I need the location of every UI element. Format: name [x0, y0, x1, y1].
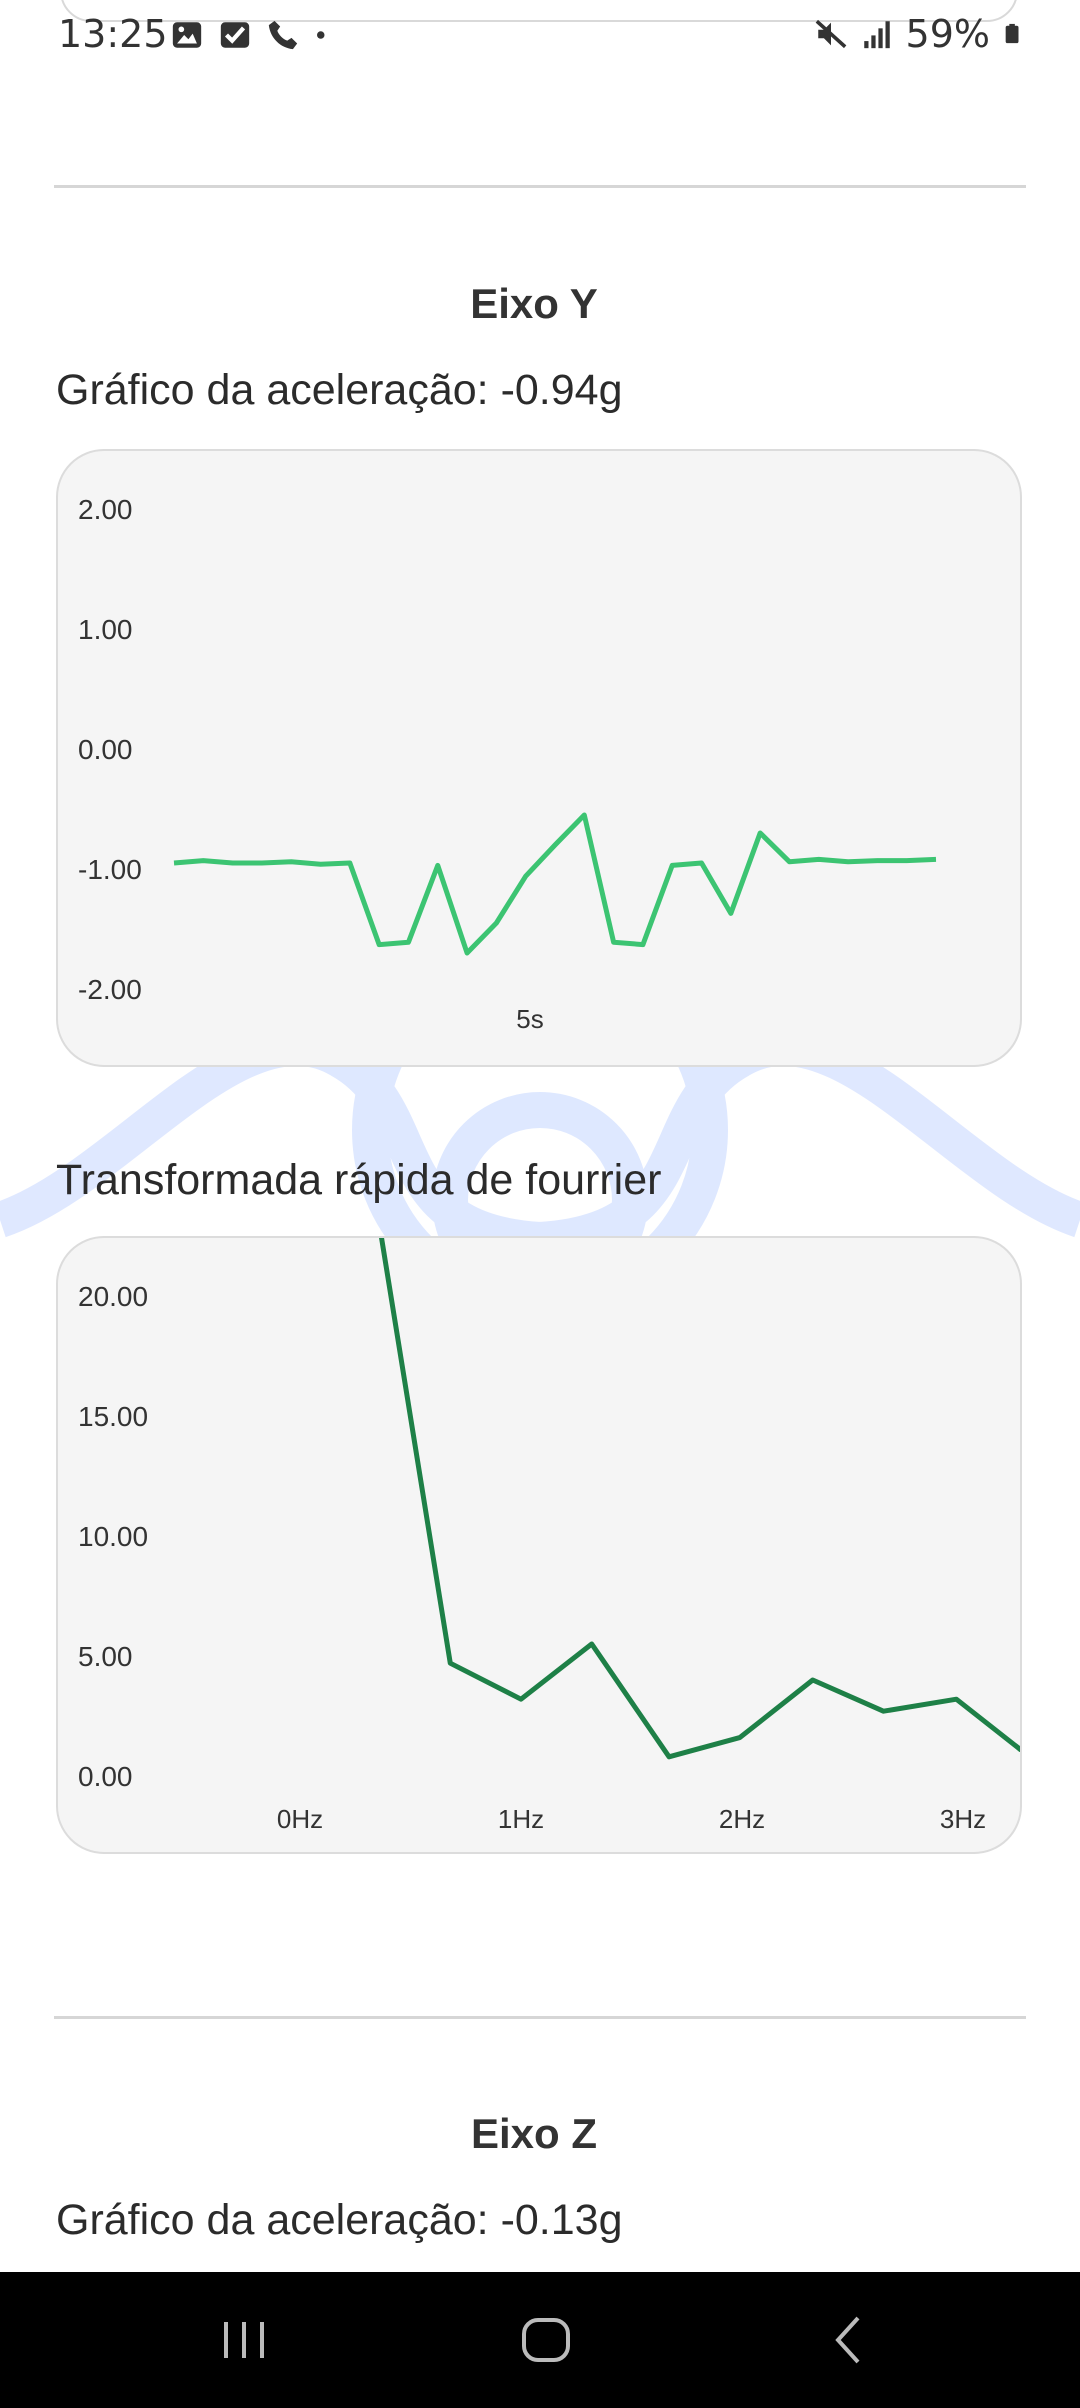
divider-middle	[54, 2016, 1026, 2019]
fft-label-y: Transformada rápida de fourrier	[56, 1156, 662, 1204]
y-tick-label: 10.00	[78, 1521, 148, 1552]
dot-icon	[317, 31, 325, 39]
x-tick-label: 2Hz	[719, 1804, 765, 1834]
y-tick-label: 5.00	[78, 1641, 133, 1672]
battery-percent: 59%	[905, 12, 990, 56]
battery-icon	[1005, 23, 1019, 44]
x-tick-label: 3Hz	[940, 1804, 986, 1834]
y-tick-label: 1.00	[78, 614, 133, 645]
home-icon[interactable]	[516, 2312, 576, 2368]
fft-chart-svg: 20.00 15.00 10.00 5.00 0.00 0Hz 1Hz 2Hz 3Hz	[78, 1238, 1020, 1834]
y-tick-label: 15.00	[78, 1401, 148, 1432]
signal-icon	[863, 21, 890, 49]
acceleration-label-y: Gráfico da aceleração: -0.94g	[56, 366, 623, 414]
acceleration-chart-svg: 2.00 1.00 0.00 -1.00 -2.00 5s	[78, 494, 937, 1034]
axis-z-title: Eixo Z	[470, 2110, 598, 2157]
status-bar: 13:25 59%	[0, 0, 1080, 70]
acceleration-series-line	[173, 812, 937, 956]
image-icon	[172, 22, 202, 48]
y-tick-label: 0.00	[78, 734, 133, 765]
back-icon[interactable]	[820, 2312, 880, 2368]
status-time: 13:25	[58, 12, 168, 56]
fft-series-line	[379, 1238, 1020, 1760]
x-tick-label: 1Hz	[498, 1804, 544, 1834]
navigation-bar	[0, 2272, 1080, 2408]
axis-y-title: Eixo Y	[470, 280, 598, 327]
y-tick-label: 0.00	[78, 1761, 133, 1792]
mute-icon	[815, 19, 846, 49]
acceleration-label-z: Gráfico da aceleração: -0.13g	[56, 2196, 623, 2244]
y-tick-label: -2.00	[78, 974, 142, 1005]
y-tick-label: -1.00	[78, 854, 142, 885]
divider-top	[54, 185, 1026, 188]
recent-apps-icon[interactable]	[214, 2312, 274, 2368]
fft-chart-y: 20.00 15.00 10.00 5.00 0.00 0Hz 1Hz 2Hz 3Hz	[56, 1236, 1022, 1854]
x-tick-label: 5s	[516, 1004, 543, 1034]
acceleration-chart-y: 2.00 1.00 0.00 -1.00 -2.00 5s	[56, 449, 1022, 1067]
y-tick-label: 20.00	[78, 1281, 148, 1312]
x-tick-label: 0Hz	[277, 1804, 323, 1834]
phone-icon	[268, 20, 298, 50]
y-tick-label: 2.00	[78, 494, 133, 525]
check-square-icon	[220, 22, 250, 48]
